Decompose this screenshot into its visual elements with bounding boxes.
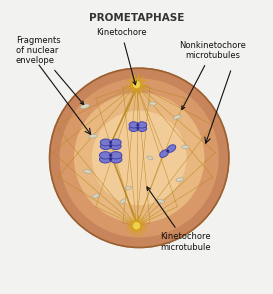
Ellipse shape <box>129 125 138 131</box>
Text: Kinetochore
microtubule: Kinetochore microtubule <box>147 187 211 252</box>
Ellipse shape <box>110 156 122 163</box>
Ellipse shape <box>110 143 121 150</box>
Ellipse shape <box>157 199 165 203</box>
Circle shape <box>110 146 111 147</box>
Ellipse shape <box>100 139 111 146</box>
Ellipse shape <box>129 122 138 128</box>
Circle shape <box>93 111 186 204</box>
Text: PROMETAPHASE: PROMETAPHASE <box>89 13 184 23</box>
Circle shape <box>167 151 168 152</box>
Circle shape <box>131 79 142 90</box>
Ellipse shape <box>125 186 132 189</box>
Ellipse shape <box>149 102 156 105</box>
Ellipse shape <box>182 145 189 149</box>
Ellipse shape <box>176 178 184 181</box>
Ellipse shape <box>99 152 111 159</box>
Circle shape <box>110 142 111 143</box>
Ellipse shape <box>167 145 176 152</box>
Ellipse shape <box>84 170 92 173</box>
Ellipse shape <box>147 156 153 160</box>
Text: Nonkinetochore
microtubules: Nonkinetochore microtubules <box>179 41 246 109</box>
Circle shape <box>110 158 111 160</box>
Circle shape <box>110 155 111 156</box>
Ellipse shape <box>120 199 126 204</box>
Ellipse shape <box>137 122 147 128</box>
Ellipse shape <box>173 115 181 119</box>
Ellipse shape <box>160 150 168 157</box>
Ellipse shape <box>110 139 121 146</box>
Circle shape <box>60 79 218 237</box>
Ellipse shape <box>99 156 111 163</box>
Circle shape <box>133 223 140 229</box>
Ellipse shape <box>100 143 111 150</box>
Text: Kinetochore: Kinetochore <box>96 29 147 85</box>
Ellipse shape <box>137 125 147 131</box>
Circle shape <box>131 220 142 231</box>
Ellipse shape <box>89 134 97 138</box>
Text: Fragments
of nuclear
envelope: Fragments of nuclear envelope <box>16 36 84 105</box>
Ellipse shape <box>110 152 122 159</box>
Circle shape <box>137 124 138 126</box>
Circle shape <box>137 128 138 129</box>
Circle shape <box>50 68 229 248</box>
Ellipse shape <box>80 104 90 108</box>
Circle shape <box>75 93 204 222</box>
Circle shape <box>133 81 140 88</box>
Ellipse shape <box>92 194 99 198</box>
